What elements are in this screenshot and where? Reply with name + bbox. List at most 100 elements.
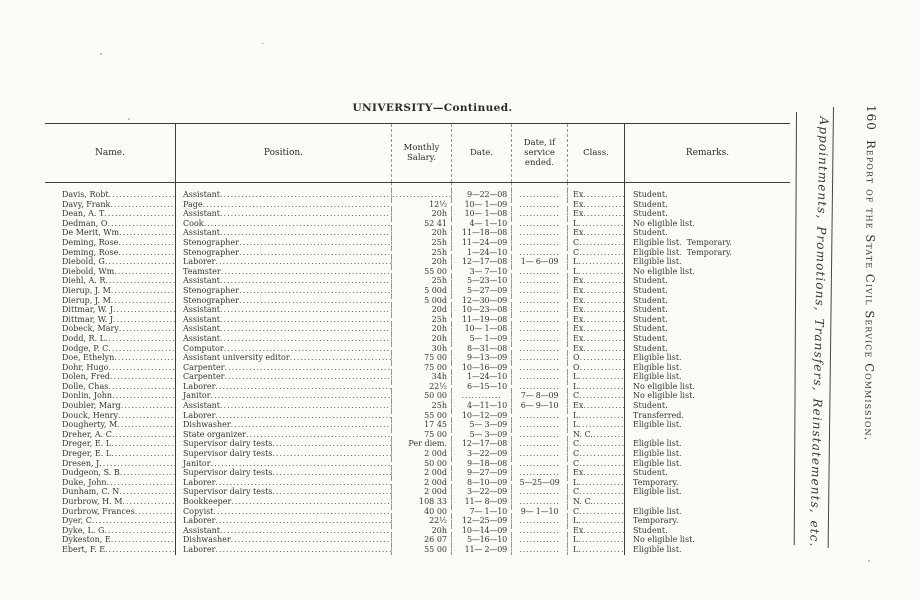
class-cell: C <box>568 449 625 459</box>
dot-leader <box>220 315 391 325</box>
date-ended-cell <box>512 209 568 219</box>
dot-leader <box>213 507 391 517</box>
name-cell: Diebold, G <box>45 257 176 267</box>
class-cell: L <box>568 516 625 526</box>
dot-leader <box>220 324 391 334</box>
salary-cell: 75 00 <box>392 353 452 363</box>
date-cell: 10— 1—09 <box>452 199 512 210</box>
date-cell: 8—31—08 <box>452 343 512 354</box>
salary-cell: 20d <box>392 305 452 315</box>
date-ended-cell <box>512 429 568 440</box>
name-cell: Davis, Robt <box>45 190 176 200</box>
class-cell: L <box>568 477 625 488</box>
dot-leader <box>204 219 391 229</box>
name-cell: Dudgeon, S. B <box>45 468 176 478</box>
remarks-cell: Student. <box>633 276 668 286</box>
date-cell: 10—12—09 <box>452 410 512 421</box>
date-cell: 1—24—10 <box>452 372 512 382</box>
table-row: Dreger, E. L Supervisor dairy tests Per … <box>45 439 790 450</box>
dot-leader <box>272 439 391 449</box>
salary-cell: 12½ <box>392 199 452 210</box>
dot-leader <box>579 238 624 248</box>
name-cell: Dittmar, W. J <box>45 305 176 315</box>
dot-leader <box>119 324 175 334</box>
table-row: Dodge, P. C Computor 30h 8—31—08 Ex Stud… <box>45 343 790 354</box>
dot-leader <box>117 420 175 430</box>
name-cell: Deming, Rose <box>45 247 176 258</box>
dot-leader <box>105 276 175 286</box>
date-cell: 11— 8—09 <box>452 497 512 507</box>
salary-cell: 20h <box>392 333 452 344</box>
column-header-position: Position. <box>176 124 392 182</box>
dot-leader <box>121 401 175 411</box>
date-ended-cell <box>512 218 568 229</box>
class-cell: L <box>568 218 625 229</box>
date-cell: 4—11—10 <box>452 401 512 411</box>
dot-leader <box>111 439 175 449</box>
table-row: Dodd, R. L Assistant 20h 5— 1—09 Ex Stud… <box>45 333 790 344</box>
salary-cell: 20h <box>392 324 452 334</box>
class-cell: L <box>568 381 625 392</box>
remarks-cell: Eligible list. <box>633 458 682 468</box>
name-cell: Dohr, Hugo <box>45 362 176 373</box>
remarks-cell: No eligible list. <box>633 391 695 401</box>
date-ended-cell <box>512 228 568 238</box>
salary-cell: 17 45 <box>392 420 452 430</box>
date-ended-cell <box>512 190 568 200</box>
table-spacer-row <box>45 183 790 190</box>
name-cell: Doe, Ethelyn <box>45 353 176 363</box>
class-cell: Ex <box>568 333 625 344</box>
dot-leader <box>118 248 175 258</box>
position-cell: Assistant <box>176 333 392 344</box>
date-ended-cell <box>512 449 568 459</box>
table-row: Deming, Rose Stenographer 25h 11—24—09 C… <box>45 237 790 248</box>
dot-leader <box>579 449 624 459</box>
dot-leader <box>220 209 391 219</box>
remarks-cell <box>625 497 790 507</box>
dot-leader <box>578 478 624 488</box>
dot-leader <box>105 257 175 267</box>
position-cell: Dishwasher <box>176 420 392 430</box>
salary-cell: 25h <box>392 314 452 325</box>
name-cell: Dolen, Fred <box>45 372 176 382</box>
dot-leader <box>114 267 175 277</box>
dot-leader <box>272 468 391 478</box>
remarks-cell: Eligible list. <box>633 362 682 372</box>
date-ended-cell <box>512 535 568 545</box>
date-cell: 3— 7—10 <box>452 266 512 277</box>
remarks-cell: Student. <box>633 525 668 535</box>
dot-leader <box>215 478 391 488</box>
table-row: Diehl, A. R Assistant 25h 5—23—10 Ex Stu… <box>45 276 790 286</box>
remarks-cell: Student. <box>633 285 668 295</box>
date-cell: 1—24—10 <box>452 247 512 258</box>
class-cell: O <box>568 353 625 363</box>
table-row: Dunham, C. N Supervisor dairy tests 2 00… <box>45 487 790 497</box>
salary-cell: 30h <box>392 343 452 354</box>
salary-cell: 2 00d <box>392 449 452 459</box>
table-row: De Merit, Wm Assistant 20h 11—18—08 Ex S… <box>45 228 790 238</box>
dot-leader <box>239 286 391 296</box>
remarks-cell: Eligible list. <box>633 372 682 382</box>
position-cell: Assistant <box>176 324 392 334</box>
table-row: Dresen, J Janitor 50 00 9—18—08 C Eligib… <box>45 458 790 469</box>
dot-leader <box>579 487 624 497</box>
dot-leader <box>120 468 175 478</box>
dot-leader <box>111 296 175 306</box>
dot-leader <box>104 526 175 536</box>
remarks-cell: No eligible list. <box>633 218 695 228</box>
date-cell: 12—17—08 <box>452 439 512 450</box>
date-cell: 11— 2—09 <box>452 544 512 555</box>
dot-leader <box>111 449 175 459</box>
table-row: Douck, Henry Laborer 55 00 10—12—09 L Tr… <box>45 410 790 421</box>
dot-leader <box>579 507 624 517</box>
dot-leader <box>239 238 391 248</box>
remarks-cell: Student. <box>633 190 668 199</box>
salary-cell: 55 00 <box>392 266 452 277</box>
dot-leader <box>211 459 391 469</box>
dot-leader <box>220 276 391 286</box>
date-cell: 5— 3—09 <box>452 429 512 440</box>
dot-leader <box>579 391 624 401</box>
salary-cell: 108 33 <box>392 497 452 507</box>
position-cell: Copyist <box>176 506 392 517</box>
position-cell: Supervisor dairy tests <box>176 468 392 478</box>
